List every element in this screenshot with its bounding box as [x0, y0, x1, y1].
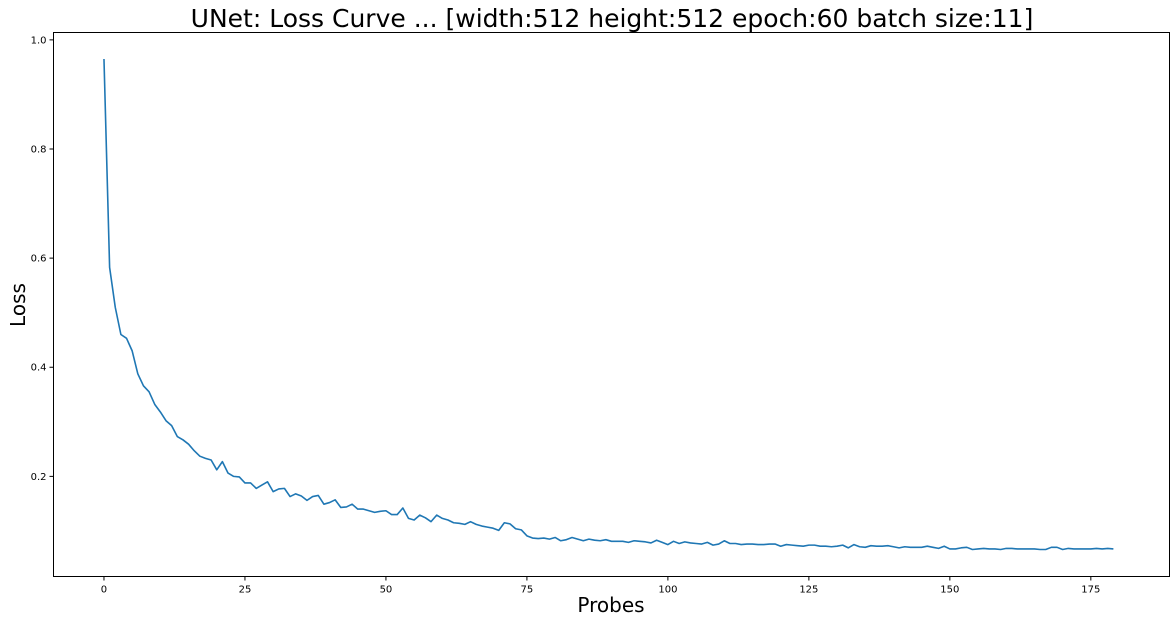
- y-axis-label: Loss: [6, 283, 30, 327]
- x-tick-label: 50: [380, 585, 393, 596]
- x-tick-label: 175: [1081, 585, 1100, 596]
- chart-title: UNet: Loss Curve ... [width:512 height:5…: [191, 4, 1034, 33]
- y-tick-label: 0.2: [31, 472, 47, 483]
- x-tick-label: 75: [521, 585, 534, 596]
- y-tick-label: 1.0: [31, 35, 47, 46]
- x-tick-label: 125: [799, 585, 818, 596]
- y-axis-ticks: 0.2 0.4 0.6 0.8 1.0: [31, 35, 54, 483]
- loss-series-line: [103, 58, 1114, 551]
- y-tick-label: 0.4: [31, 363, 47, 374]
- x-axis-ticks: 0 25 50 75 100 125 150 175: [101, 576, 1100, 596]
- x-tick-label: 25: [239, 585, 252, 596]
- x-axis-label: Probes: [577, 593, 644, 617]
- y-tick-label: 0.6: [31, 254, 47, 265]
- x-tick-label: 150: [940, 585, 959, 596]
- x-tick-label: 100: [658, 585, 677, 596]
- plot-frame: [53, 32, 1170, 577]
- x-tick-label: 0: [101, 585, 107, 596]
- plot-area: 0 25 50 75 100 125 150 175 0.2 0.4 0.6 0.8 1.0: [31, 32, 1170, 596]
- y-tick-label: 0.8: [31, 144, 47, 155]
